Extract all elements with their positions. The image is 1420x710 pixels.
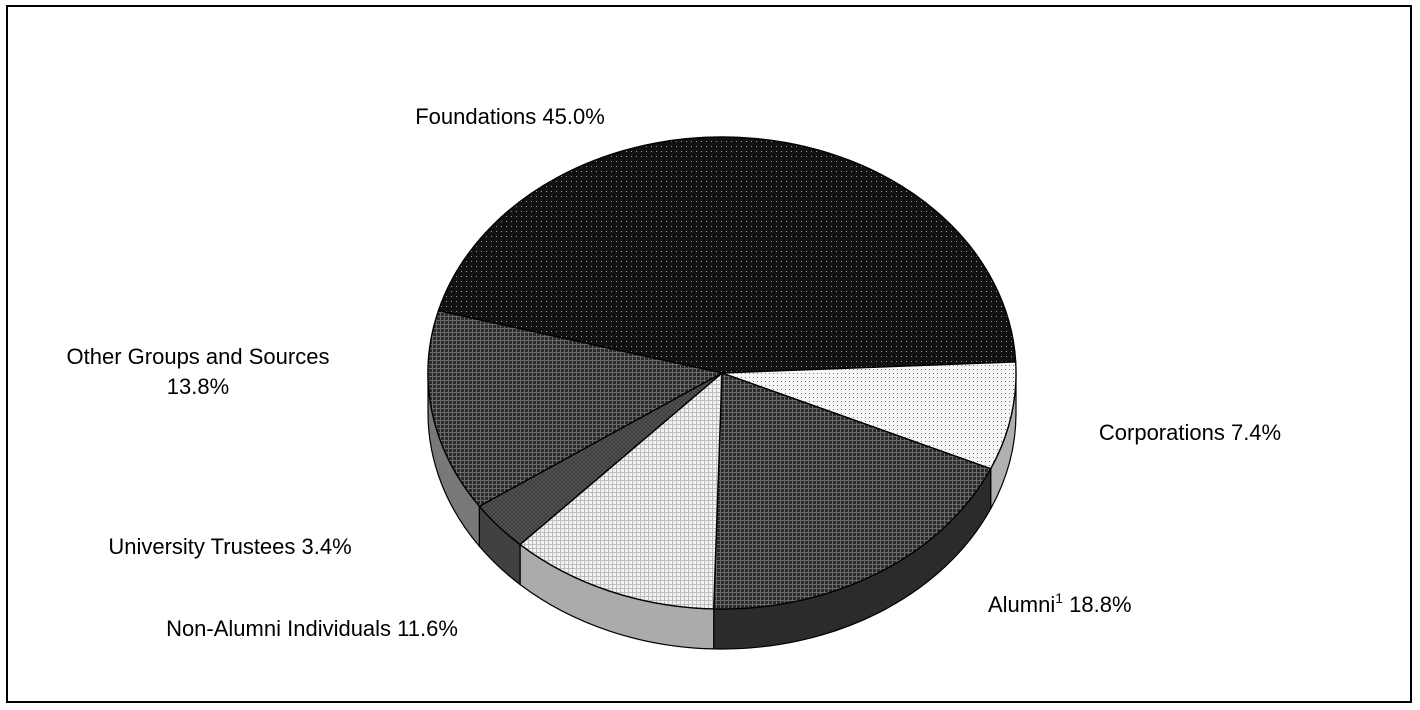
label-non-alumni-individuals: Non-Alumni Individuals 11.6% <box>166 616 458 641</box>
label-other-groups-line2: 13.8% <box>167 374 229 399</box>
label-university-trustees: University Trustees 3.4% <box>108 534 351 559</box>
label-foundations: Foundations 45.0% <box>415 104 605 129</box>
pie-slice-foundations <box>437 136 1017 374</box>
pie-slice-alumni <box>712 372 992 610</box>
pie-slice-corporations <box>721 361 1017 470</box>
pie-slices <box>427 136 1017 610</box>
label-other-groups-line1: Other Groups and Sources <box>67 344 330 369</box>
pie-slice-other_groups <box>427 309 724 508</box>
label-alumni-footnote: 1 <box>1055 590 1063 606</box>
label-alumni: Alumni1 18.8% <box>988 590 1132 617</box>
label-alumni-value: 18.8% <box>1063 592 1132 617</box>
label-alumni-name: Alumni <box>988 592 1055 617</box>
label-corporations: Corporations 7.4% <box>1099 420 1281 445</box>
pie-slice-non_alumni_individuals <box>518 371 723 610</box>
